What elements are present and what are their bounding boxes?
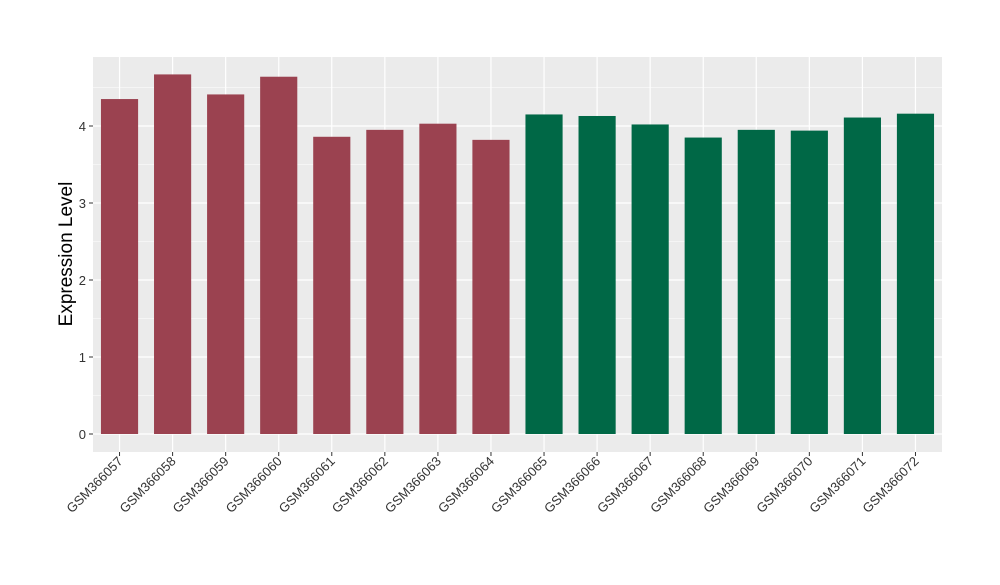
bar (366, 129, 404, 434)
bar (790, 130, 828, 434)
y-tick-label: 4 (79, 119, 86, 134)
x-tick-label: GSM366069 (700, 454, 762, 516)
x-tick-label: GSM366067 (594, 454, 656, 516)
x-tick-label: GSM366064 (435, 454, 497, 516)
y-tick-label: 0 (79, 427, 86, 442)
x-tick-label: GSM366057 (63, 454, 125, 516)
x-tick-label: GSM366068 (647, 454, 709, 516)
bars (100, 74, 935, 435)
x-tick-label: GSM366061 (276, 454, 338, 516)
x-tick-label: GSM366070 (753, 454, 815, 516)
x-tick-label: GSM366059 (170, 454, 232, 516)
y-tick-label: 2 (79, 273, 86, 288)
bar (525, 114, 563, 434)
bar (207, 94, 245, 435)
bar (737, 129, 775, 434)
x-tick-label: GSM366071 (806, 454, 868, 516)
x-tick-label: GSM366062 (329, 454, 391, 516)
bar (631, 124, 669, 435)
bar (100, 99, 139, 435)
x-tick-label: GSM366058 (116, 454, 178, 516)
x-tick-label: GSM366060 (223, 454, 285, 516)
y-tick-label: 1 (79, 350, 86, 365)
x-tick-label: GSM366072 (859, 454, 921, 516)
x-axis: GSM366057GSM366058GSM366059GSM366060GSM3… (63, 452, 922, 516)
bar (419, 123, 457, 434)
x-tick-label: GSM366063 (382, 454, 444, 516)
bar (472, 139, 510, 435)
x-tick-label: GSM366065 (488, 454, 550, 516)
y-axis: 0 1 2 3 4 (79, 119, 93, 442)
bar (578, 115, 616, 435)
bar (843, 117, 881, 434)
bar (154, 74, 192, 434)
y-axis-title: Expression Level (56, 182, 77, 327)
bar (896, 113, 935, 435)
bar (684, 137, 722, 435)
bar (260, 76, 298, 434)
y-tick-label: 3 (79, 196, 86, 211)
x-tick-label: GSM366066 (541, 454, 603, 516)
bar (313, 136, 351, 434)
